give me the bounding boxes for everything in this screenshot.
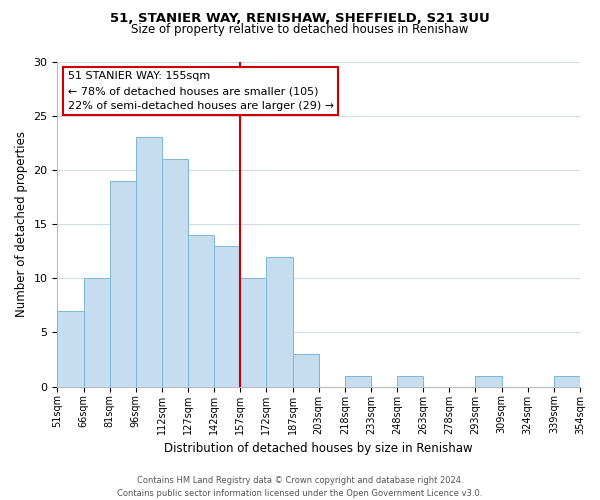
Bar [554, 376, 580, 386]
Bar [136, 138, 162, 386]
Bar [83, 278, 110, 386]
Bar [214, 246, 241, 386]
Bar [188, 235, 214, 386]
Text: Size of property relative to detached houses in Renishaw: Size of property relative to detached ho… [131, 22, 469, 36]
Bar [345, 376, 371, 386]
Bar [475, 376, 502, 386]
Bar [241, 278, 266, 386]
Text: Contains HM Land Registry data © Crown copyright and database right 2024.
Contai: Contains HM Land Registry data © Crown c… [118, 476, 482, 498]
Bar [397, 376, 423, 386]
Bar [58, 311, 83, 386]
Y-axis label: Number of detached properties: Number of detached properties [15, 131, 28, 317]
Text: 51, STANIER WAY, RENISHAW, SHEFFIELD, S21 3UU: 51, STANIER WAY, RENISHAW, SHEFFIELD, S2… [110, 12, 490, 26]
Bar [162, 159, 188, 386]
X-axis label: Distribution of detached houses by size in Renishaw: Distribution of detached houses by size … [164, 442, 473, 455]
Bar [266, 256, 293, 386]
Bar [110, 180, 136, 386]
Text: 51 STANIER WAY: 155sqm
← 78% of detached houses are smaller (105)
22% of semi-de: 51 STANIER WAY: 155sqm ← 78% of detached… [68, 72, 334, 111]
Bar [293, 354, 319, 386]
